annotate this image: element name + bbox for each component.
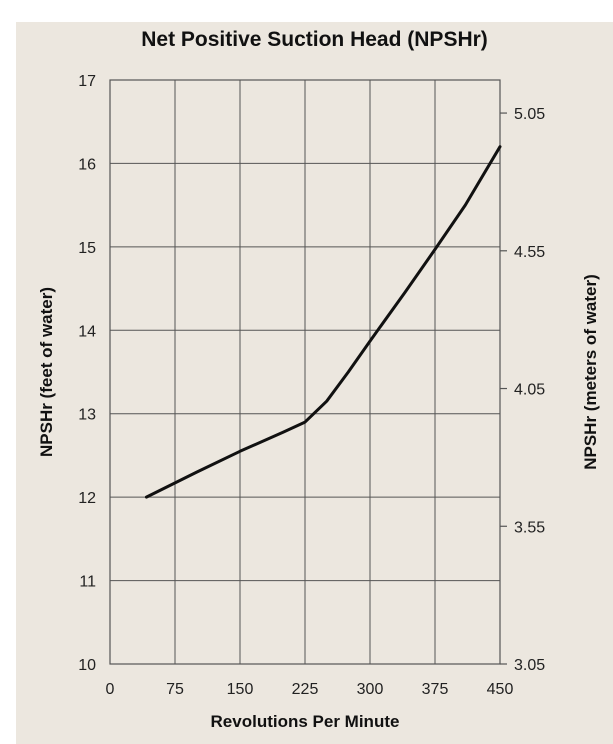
y-tick-label: 17 — [78, 73, 96, 90]
y-tick-label: 15 — [78, 240, 96, 257]
x-tick-label: 0 — [106, 681, 115, 698]
y2-tick-labels: 3.05 3.55 4.05 4.55 5.05 — [514, 106, 545, 674]
y2-tick-label: 4.05 — [514, 382, 545, 399]
y-tick-label: 13 — [78, 407, 96, 424]
x-tick-label: 375 — [422, 681, 449, 698]
x-tick-label: 150 — [227, 681, 254, 698]
series-group — [144, 145, 502, 499]
y2-axis-title: NPSHr (meters of water) — [581, 274, 600, 470]
y-axis-title: NPSHr (feet of water) — [37, 287, 56, 457]
y2-tick-label: 3.55 — [514, 519, 545, 536]
x-tick-label: 450 — [487, 681, 514, 698]
y-tick-labels: 10 11 12 13 14 15 16 17 — [78, 73, 96, 674]
x-tick-label: 225 — [292, 681, 319, 698]
y-tick-label: 11 — [79, 574, 96, 591]
y-tick-label: 16 — [78, 156, 96, 173]
x-tick-label: 300 — [357, 681, 384, 698]
y-tick-label: 12 — [78, 490, 96, 507]
y2-tick-label: 3.05 — [514, 657, 545, 674]
grid-lines — [109, 79, 507, 665]
chart-title: Net Positive Suction Head (NPSHr) — [141, 28, 488, 51]
y-tick-label: 14 — [78, 323, 96, 340]
y2-tick-label: 4.55 — [514, 244, 545, 261]
y2-tick-label: 5.05 — [514, 106, 545, 123]
x-tick-labels: 0 75 150 225 300 375 450 — [106, 681, 514, 698]
npshr-curve — [144, 145, 502, 499]
x-tick-label: 75 — [166, 681, 184, 698]
y-tick-label: 10 — [78, 657, 96, 674]
x-axis-title: Revolutions Per Minute — [211, 712, 400, 731]
